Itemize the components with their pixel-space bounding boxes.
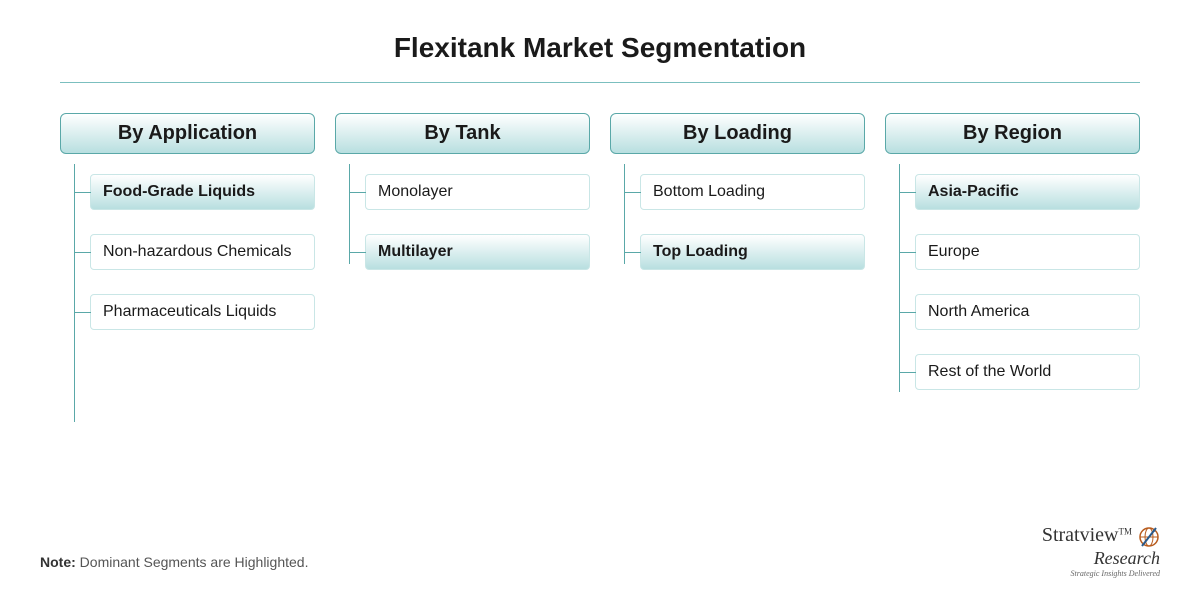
globe-icon bbox=[1138, 526, 1160, 548]
segment-item: Asia-Pacific bbox=[915, 174, 1140, 210]
category-header: By Loading bbox=[610, 113, 865, 154]
category-header: By Application bbox=[60, 113, 315, 154]
segment-item: Europe bbox=[915, 234, 1140, 270]
logo-brand: Stratview bbox=[1042, 524, 1119, 546]
note-label: Note: bbox=[40, 554, 76, 570]
items-list: Food-Grade Liquids Non-hazardous Chemica… bbox=[60, 174, 315, 330]
logo-tagline: Strategic Insights Delivered bbox=[1042, 569, 1160, 578]
logo-sub: Research bbox=[1042, 548, 1160, 569]
segment-item: North America bbox=[915, 294, 1140, 330]
segment-item: Bottom Loading bbox=[640, 174, 865, 210]
category-header: By Region bbox=[885, 113, 1140, 154]
footer-note: Note: Dominant Segments are Highlighted. bbox=[40, 554, 308, 570]
column-tank: By Tank Monolayer Multilayer bbox=[335, 113, 590, 414]
brand-logo: StratviewTM Research Strategic Insights … bbox=[1042, 524, 1160, 578]
page-title: Flexitank Market Segmentation bbox=[0, 0, 1200, 82]
column-region: By Region Asia-Pacific Europe North Amer… bbox=[885, 113, 1140, 414]
segmentation-columns: By Application Food-Grade Liquids Non-ha… bbox=[0, 83, 1200, 414]
segment-item: Food-Grade Liquids bbox=[90, 174, 315, 210]
segment-item: Monolayer bbox=[365, 174, 590, 210]
segment-item: Rest of the World bbox=[915, 354, 1140, 390]
segment-item: Top Loading bbox=[640, 234, 865, 270]
items-list: Bottom Loading Top Loading bbox=[610, 174, 865, 270]
note-text: Dominant Segments are Highlighted. bbox=[76, 554, 309, 570]
segment-item: Pharmaceuticals Liquids bbox=[90, 294, 315, 330]
category-header: By Tank bbox=[335, 113, 590, 154]
column-loading: By Loading Bottom Loading Top Loading bbox=[610, 113, 865, 414]
column-application: By Application Food-Grade Liquids Non-ha… bbox=[60, 113, 315, 414]
segment-item: Multilayer bbox=[365, 234, 590, 270]
logo-tm: TM bbox=[1119, 526, 1133, 536]
items-list: Monolayer Multilayer bbox=[335, 174, 590, 270]
segment-item: Non-hazardous Chemicals bbox=[90, 234, 315, 270]
items-list: Asia-Pacific Europe North America Rest o… bbox=[885, 174, 1140, 390]
